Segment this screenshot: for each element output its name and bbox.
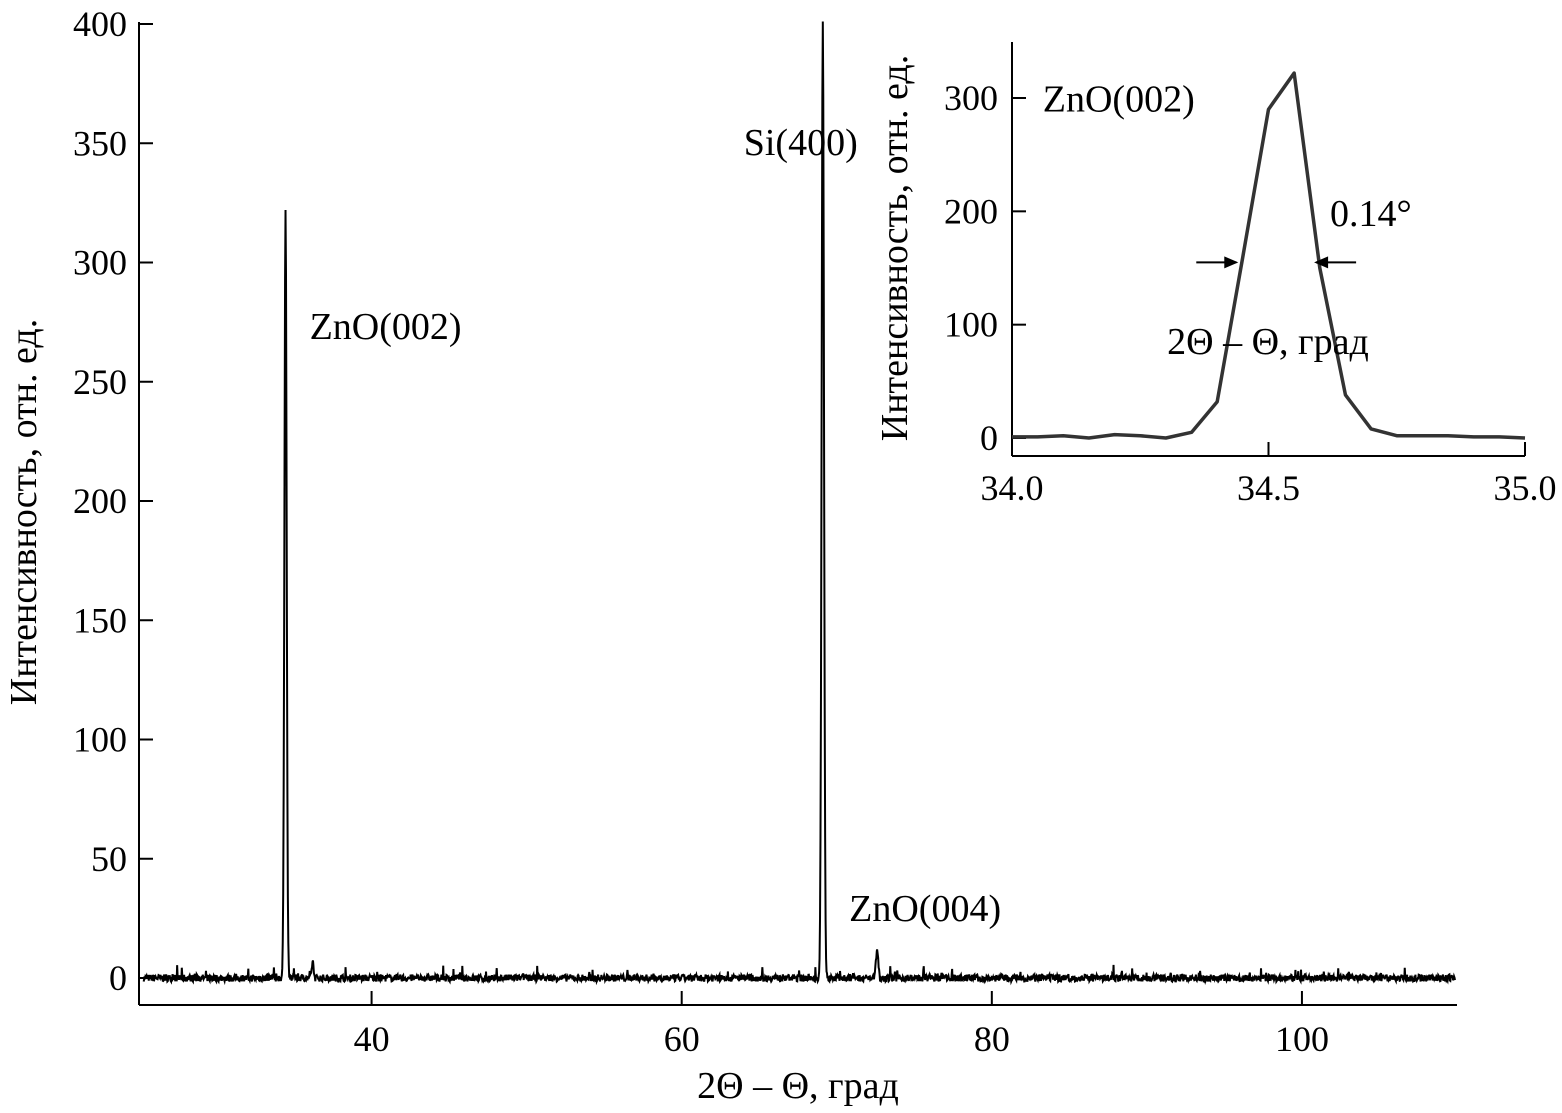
main-y-tick-label: 400 (73, 4, 127, 44)
inset-x-tick-label: 34.5 (1237, 468, 1300, 508)
inset-ticks: 0 100 200 300 34.0 34.5 35.0 (944, 78, 1557, 508)
main-annotation-label: ZnO(002) (310, 306, 462, 348)
main-ticks: 0 50 100 150 200 250 300 350 400 40 60 80 100 (73, 4, 1329, 1059)
main-y-tick-label: 0 (109, 958, 127, 998)
main-y-tick-label: 50 (91, 839, 127, 879)
inset-y-tick-label: 200 (944, 191, 998, 231)
main-x-axis-title: 2Θ – Θ, град (697, 1065, 899, 1107)
inset-x-tick-label: 35.0 (1494, 468, 1557, 508)
main-x-tick-label: 100 (1275, 1019, 1329, 1059)
inset-chart: 0 100 200 300 34.0 34.5 35.0 ZnO(002) 0.14° 2Θ … (874, 42, 1557, 508)
main-chart: 0 50 100 150 200 250 300 350 400 40 60 80 100 ZnO(00… (3, 4, 1457, 1107)
inset-x-tick-label: 34.0 (981, 468, 1044, 508)
main-y-tick-label: 250 (73, 362, 127, 402)
main-y-tick-label: 350 (73, 123, 127, 163)
main-y-tick-label: 300 (73, 243, 127, 283)
main-y-tick-label: 200 (73, 481, 127, 521)
fwhm-left-arrow-head (1224, 256, 1239, 269)
main-annotation-label: ZnO(004) (849, 888, 1001, 930)
inset-annotation-label: ZnO(002) (1043, 79, 1195, 121)
inset-y-axis-title: Интенсивность, отн. ед. (874, 55, 916, 441)
main-y-tick-label: 100 (73, 720, 127, 760)
inset-annotation-label: 0.14° (1330, 193, 1412, 235)
main-axes (138, 22, 1457, 1006)
main-x-tick-label: 40 (354, 1019, 390, 1059)
main-annotations: ZnO(002) Si(400) ZnO(004) (310, 122, 1002, 930)
inset-fwhm-arrows (1196, 256, 1357, 269)
inset-y-tick-label: 0 (980, 418, 998, 458)
main-x-tick-label: 60 (664, 1019, 700, 1059)
main-x-tick-label: 80 (974, 1019, 1010, 1059)
inset-x-axis-title: 2Θ – Θ, град (1167, 321, 1369, 363)
main-y-tick-label: 150 (73, 600, 127, 640)
inset-series-line (1012, 71, 1526, 440)
inset-y-tick-label: 100 (944, 305, 998, 345)
main-annotation-label: Si(400) (744, 122, 858, 164)
inset-annotations: ZnO(002) 0.14° (1043, 79, 1412, 235)
main-series-line (142, 21, 1456, 986)
inset-y-tick-label: 300 (944, 78, 998, 118)
main-y-axis-title: Интенсивность, отн. ед. (3, 319, 45, 705)
fwhm-right-arrow-head (1314, 256, 1329, 269)
